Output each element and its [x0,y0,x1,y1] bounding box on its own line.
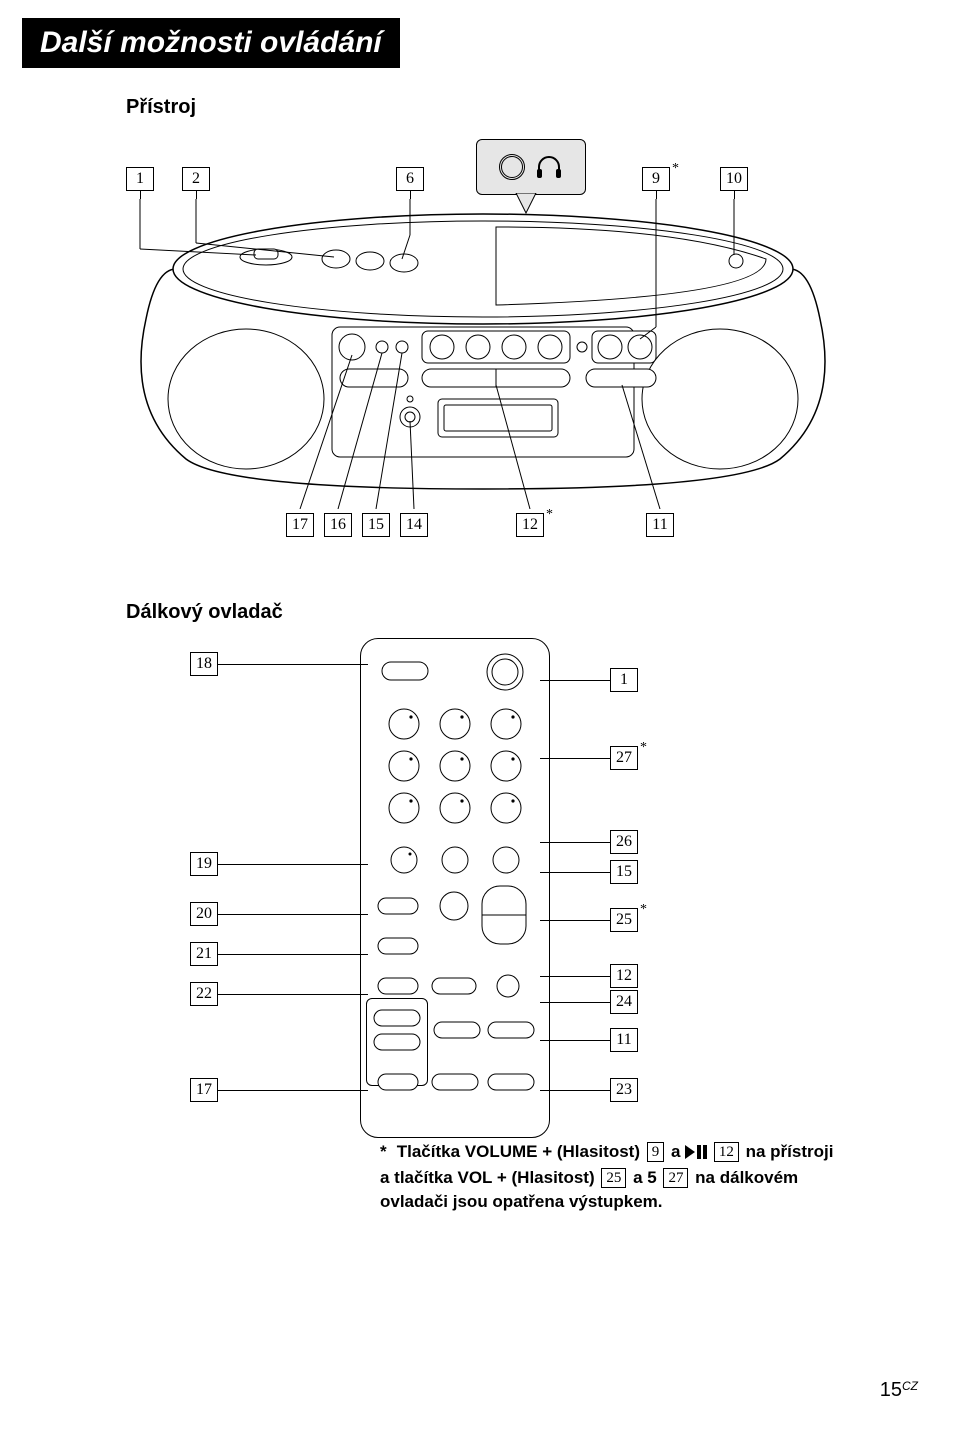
asterisk-marker: * [546,504,553,526]
leader-line [540,680,610,681]
callout-box: 26 [610,830,638,854]
callout-ref: 25 [601,1168,626,1188]
leader-line [540,920,610,921]
footnote-fragment: a [671,1142,685,1161]
callout-box: 25* [610,908,638,932]
asterisk-marker: * [640,737,647,759]
callout-box: 16 [324,513,352,537]
callout-box: 24 [610,990,638,1014]
leader-line [540,758,610,759]
callout-box: 23 [610,1078,638,1102]
callout-box: 1 [610,668,638,692]
callout-box: 15 [610,860,638,884]
callout-box: 12* [516,513,544,537]
leader-line [218,954,368,955]
leader-line [218,664,368,665]
device-section-label: Přístroj [126,96,960,119]
leader-line [540,872,610,873]
callout-box: 10 [720,167,748,191]
callout-box: 1 [126,167,154,191]
leader-line [540,1040,610,1041]
callout-box: 17 [190,1078,218,1102]
callout-box: 20 [190,902,218,926]
callout-ref: 27 [663,1168,688,1188]
asterisk-marker: * [672,158,679,180]
callout-box: 11 [610,1028,638,1052]
leader-line [218,864,368,865]
callout-box: 18 [190,652,218,676]
leader-line [196,191,197,199]
page-header: Další možnosti ovládání [22,18,400,68]
footnote-text: * Tlačítka VOLUME + (Hlasitost) 9 a 12 n… [380,1140,840,1213]
callout-box: 12 [610,964,638,988]
footnote-fragment: a 5 [633,1168,661,1187]
leader-line [540,842,610,843]
callout-ref: 12 [714,1142,739,1162]
callout-box: 17 [286,513,314,537]
page-title: Další možnosti ovládání [40,26,382,59]
page-number: 15CZ [880,1379,918,1402]
play-pause-icon [685,1142,707,1166]
callout-box: 9* [642,167,670,191]
footnote-asterisk: * [380,1140,392,1164]
asterisk-marker: * [640,899,647,921]
page-number-suffix: CZ [902,1379,918,1393]
remote-buttons [360,638,550,1138]
callout-box: 27* [610,746,638,770]
leader-line [540,976,610,977]
remote-illustration: 181920212217 127*261525*12241123 [150,638,790,1178]
headphones-icon [535,153,563,181]
callout-box: 11 [646,513,674,537]
callout-box: 19 [190,852,218,876]
page-number-value: 15 [880,1379,902,1401]
callout-box: 14 [400,513,428,537]
leader-line [218,1090,368,1091]
leader-line [410,191,411,199]
remote-section-label: Dálkový ovladač [126,601,960,624]
callout-box: 2 [182,167,210,191]
leader-line [540,1090,610,1091]
callout-box: 6 [396,167,424,191]
jack-icon [499,154,525,180]
leader-line [140,191,141,199]
callout-box: 15 [362,513,390,537]
headphone-jack-inset [476,139,586,195]
leader-line [218,994,368,995]
callout-ref: 9 [647,1142,665,1162]
footnote-fragment: Tlačítka VOLUME + (Hlasitost) [397,1142,645,1161]
device-illustration: 1 2 6 9* 10 [126,139,840,569]
leader-line [218,914,368,915]
leader-line [656,191,657,199]
callout-box: 22 [190,982,218,1006]
leader-line [540,1002,610,1003]
callout-box: 21 [190,942,218,966]
boombox-diagram [126,199,840,509]
leader-line [734,191,735,199]
